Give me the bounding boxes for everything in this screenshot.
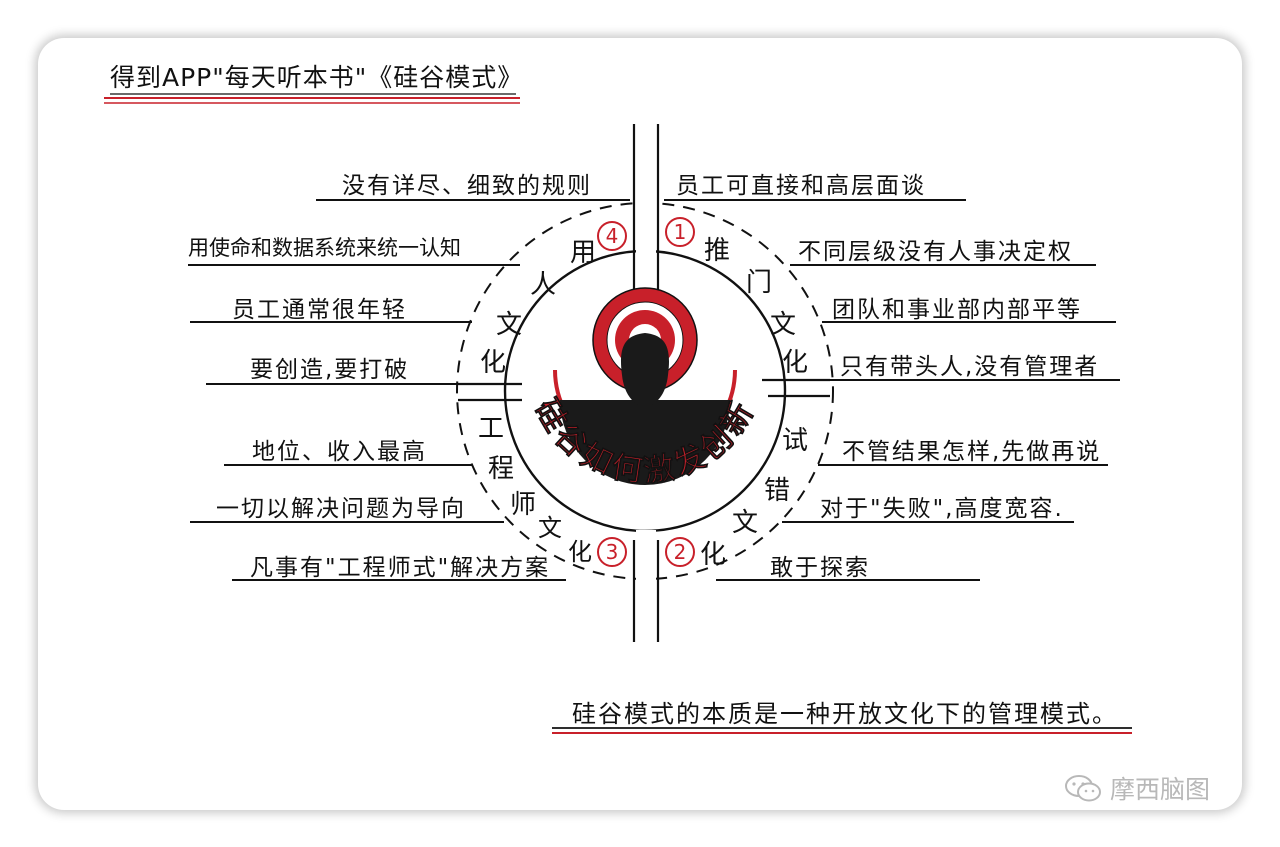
q3-item-3: 凡事有"工程师式"解决方案 (250, 555, 551, 581)
watermark-text: 摩西脑图 (1110, 775, 1211, 804)
q1-item-4: 只有带头人,没有管理者 (840, 354, 1100, 380)
q4-item-3: 员工通常很年轻 (232, 297, 407, 323)
center-icon (553, 287, 737, 485)
watermark: 摩西脑图 (1064, 770, 1210, 806)
q4-item-4: 要创造,要打破 (250, 357, 410, 383)
wechat-icon (1065, 775, 1101, 802)
q2-item-2: 对于"失败",高度宽容. (820, 496, 1064, 522)
branch-lines (188, 199, 1120, 581)
num-4: 4 (606, 224, 619, 248)
num-1: 1 (674, 220, 687, 244)
q3-item-2: 一切以解决问题为导向 (216, 496, 466, 522)
q3-item-1: 地位、收入最高 (252, 439, 427, 465)
q2-item-3: 敢于探索 (770, 555, 870, 581)
num-2: 2 (674, 540, 687, 564)
q1-item-1: 员工可直接和高层面谈 (676, 173, 926, 199)
q4-item-1: 没有详尽、细致的规则 (342, 173, 592, 199)
q2-item-1: 不管结果怎样,先做再说 (842, 439, 1102, 465)
q1-item-3: 团队和事业部内部平等 (832, 297, 1082, 323)
q4-item-2: 用使命和数据系统来统一认知 (188, 236, 461, 260)
summary-text: 硅谷模式的本质是一种开放文化下的管理模式。 (572, 700, 1118, 728)
page-title: 得到APP"每天听本书"《硅谷模式》 (110, 63, 524, 92)
num-3: 3 (606, 540, 619, 564)
q1-item-2: 不同层级没有人事决定权 (798, 239, 1073, 265)
quadrant-numbers (597, 217, 695, 567)
cross-axes (458, 124, 830, 642)
